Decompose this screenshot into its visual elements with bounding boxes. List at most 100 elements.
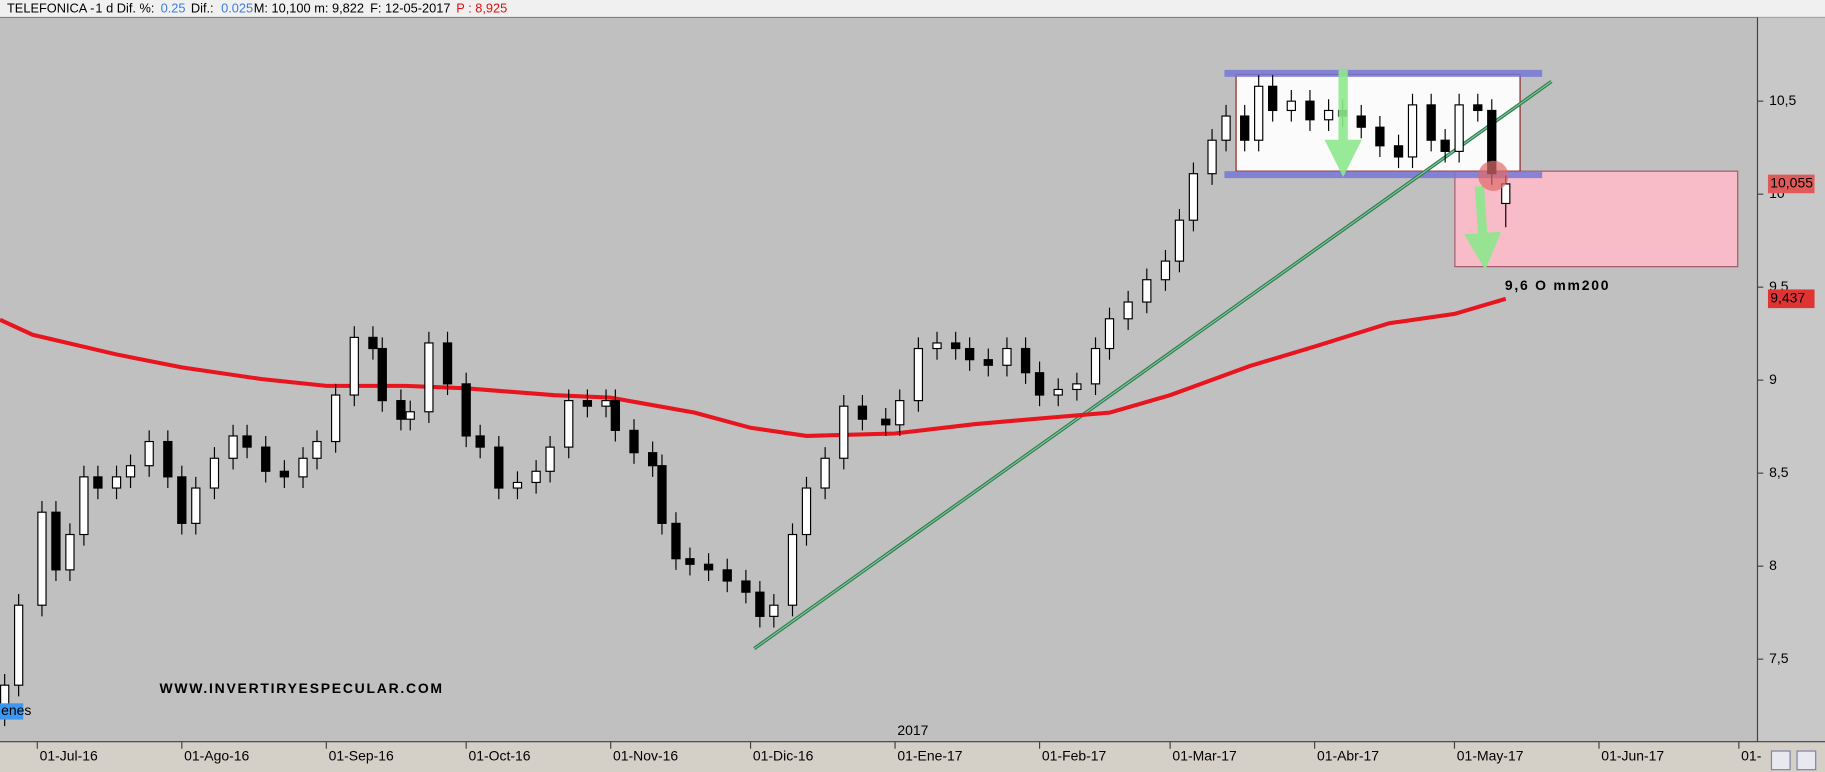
candle-body — [330, 394, 341, 443]
candle-body — [312, 440, 322, 459]
candle-body — [839, 405, 849, 459]
candle-body — [424, 342, 434, 413]
candle-body — [1090, 347, 1101, 385]
candle-body — [741, 580, 751, 593]
x-tick-label: 01-May-17 — [1457, 748, 1524, 764]
x-tick-label: 01-Dic-16 — [753, 748, 814, 764]
y-tick-label: 9 — [1769, 371, 1777, 387]
candle-body — [685, 558, 695, 565]
candle-body — [144, 440, 154, 467]
x-tick-label: 01-Abr-17 — [1317, 748, 1379, 764]
price-tag — [1767, 289, 1815, 309]
candle-body — [1221, 115, 1231, 141]
y-tick-label: 8 — [1769, 557, 1777, 573]
year-label: 2017 — [897, 722, 928, 738]
candle-body — [461, 383, 471, 437]
x-tick-label: 01-Feb-17 — [1042, 748, 1107, 764]
x-tick-label: 01- — [1741, 748, 1762, 764]
range-box — [1235, 73, 1521, 172]
candle-body — [820, 457, 830, 489]
x-axis-panel — [0, 741, 1825, 772]
y-tick-label: 10,5 — [1769, 92, 1796, 108]
candle-body — [1160, 260, 1171, 281]
candle-body — [111, 476, 122, 489]
candle-body — [1305, 100, 1315, 121]
candle-body — [1454, 104, 1464, 152]
candle-body — [1188, 173, 1199, 221]
candle-body — [1053, 388, 1063, 396]
candle-body — [769, 604, 779, 617]
candle-body — [1240, 115, 1250, 141]
candle-body — [1323, 109, 1334, 121]
candle-body — [125, 465, 136, 478]
header-item: Dif.: — [191, 1, 214, 16]
candle-body — [298, 457, 308, 478]
candle-body — [629, 429, 639, 454]
candle-body — [983, 359, 993, 366]
header-value: 0.25 — [161, 1, 186, 16]
candle-body — [545, 446, 555, 472]
toolbar-button[interactable] — [1796, 750, 1817, 771]
candle-body — [951, 342, 961, 350]
header-item: 1 d Dif. %: — [95, 1, 154, 16]
header-symbol: TELEFONICA - — [7, 1, 94, 16]
candle-body — [242, 435, 252, 448]
candle-body — [261, 446, 271, 472]
candle-body — [191, 487, 201, 524]
candle-body — [279, 470, 290, 478]
candle-body — [1286, 100, 1296, 112]
x-tick-label: 01-Sep-16 — [329, 748, 394, 764]
candle-body — [1356, 115, 1366, 128]
candle-body — [1426, 104, 1436, 141]
break-marker — [1478, 160, 1509, 191]
candle-body — [405, 411, 415, 420]
toolbar-button[interactable] — [1770, 750, 1791, 771]
candle-body — [1020, 347, 1031, 374]
x-tick-label: 01-Nov-16 — [613, 748, 678, 764]
candle-body — [1440, 139, 1450, 152]
candle-body — [37, 511, 47, 606]
header-value: 0.025 — [221, 1, 253, 16]
candle-body — [582, 400, 593, 407]
candle-body — [13, 604, 24, 686]
candle-body — [1002, 347, 1012, 366]
candle-body — [1393, 145, 1404, 158]
candle-body — [368, 336, 378, 350]
candle-body — [65, 533, 75, 571]
candle-body — [895, 400, 905, 426]
candle-body — [801, 487, 812, 536]
candle-body — [377, 347, 387, 402]
candle-body — [1104, 318, 1115, 350]
candle-body — [1407, 104, 1418, 158]
candle-body — [93, 476, 103, 489]
y-tick-label: 8,5 — [1769, 464, 1789, 480]
candle-body — [647, 452, 658, 467]
candle-body — [1375, 126, 1385, 147]
candle-body — [1142, 279, 1152, 303]
header-item: m: 9,822 — [314, 1, 364, 16]
candle-body — [1072, 383, 1082, 391]
price-tag-label: 9,437 — [1770, 289, 1805, 305]
candle-body — [755, 591, 765, 617]
candle-body — [442, 342, 453, 385]
candle-body — [964, 347, 975, 361]
candle-body — [512, 481, 523, 489]
x-tick-label: 01-Ene-17 — [897, 748, 962, 764]
header-value: P : 8,925 — [456, 1, 507, 16]
candle-body — [228, 435, 238, 459]
corner-tag-text: enes — [1, 702, 31, 718]
header-item: M: 10,100 — [254, 1, 311, 16]
candle-body — [610, 400, 621, 431]
header-item: F: 12-05-2017 — [370, 1, 450, 16]
candle-body — [475, 435, 485, 448]
candle-body — [177, 476, 187, 524]
candle-body — [51, 511, 61, 571]
candle-body — [881, 418, 891, 426]
y-axis-panel — [1757, 17, 1825, 742]
watermark: WWW.INVERTIRYESPECULAR.COM — [159, 680, 443, 696]
candle-body — [1123, 301, 1133, 320]
candle-body — [163, 440, 173, 478]
x-tick-label: 01-Ago-16 — [184, 748, 249, 764]
